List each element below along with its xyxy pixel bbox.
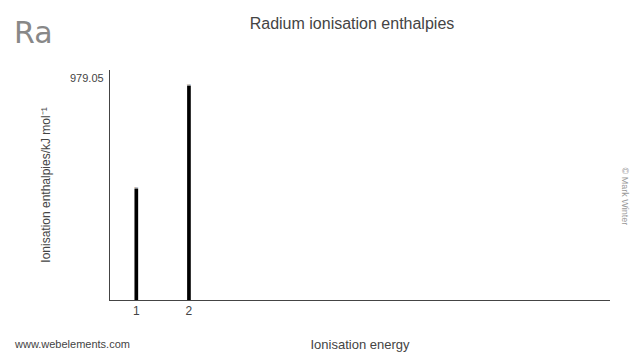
svg-text:© Mark Winter: © Mark Winter xyxy=(620,168,630,226)
svg-text:Ionisation energy: Ionisation energy xyxy=(310,337,410,352)
svg-text:Ra: Ra xyxy=(14,15,53,50)
svg-text:www.webelements.com: www.webelements.com xyxy=(14,338,130,350)
svg-text:Ionisation enthalpies/kJ mol⁻¹: Ionisation enthalpies/kJ mol⁻¹ xyxy=(39,107,53,262)
svg-text:1: 1 xyxy=(133,304,140,318)
svg-text:2: 2 xyxy=(186,304,193,318)
svg-text:979.05: 979.05 xyxy=(70,72,104,84)
svg-text:979: 979 xyxy=(187,83,191,85)
svg-text:509: 509 xyxy=(134,186,138,188)
svg-text:Radium ionisation enthalpies: Radium ionisation enthalpies xyxy=(250,15,455,32)
